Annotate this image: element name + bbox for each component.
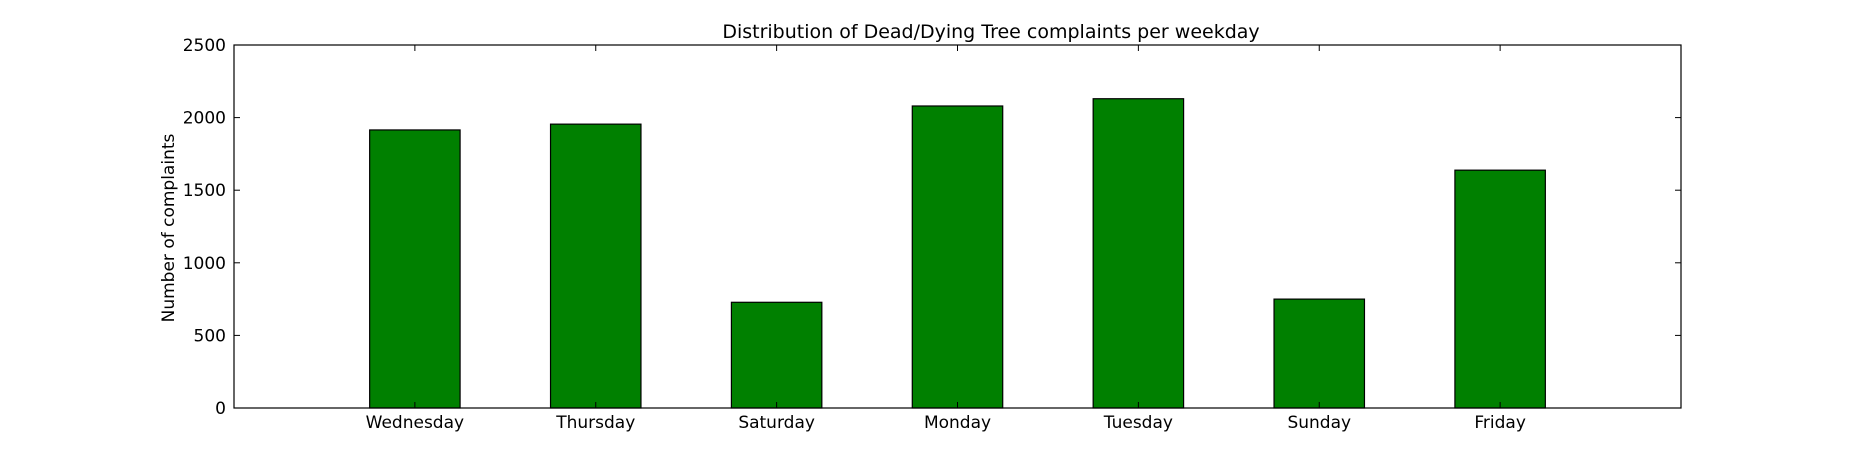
y-tick-label: 1500 [183,181,226,201]
x-tick-label: Sunday [1287,413,1351,433]
bar-saturday [730,301,823,409]
y-tick-label: 2000 [183,109,226,129]
x-tick-label: Tuesday [1103,413,1173,433]
x-tick-label: Friday [1474,413,1526,433]
y-axis-label: Number of complaints [159,133,179,322]
y-tick-label: 500 [194,326,226,346]
x-tick-label: Saturday [738,413,815,433]
bar-friday [1454,169,1546,409]
x-tick-label: Monday [924,413,991,433]
y-tick-label: 1000 [183,254,226,274]
x-tick-label: Wednesday [366,413,464,433]
bar-wednesday [369,129,461,409]
chart-title: Distribution of Dead/Dying Tree complain… [722,21,1259,43]
bar-monday [911,105,1004,409]
plot-area: 0 500 1000 1500 2000 2500 Wednesday Thursday Sat… [183,36,1682,433]
y-tick-label: 0 [215,399,226,419]
bar-thursday [549,123,642,409]
bar-sunday [1273,298,1366,409]
bar-tuesday [1092,98,1185,409]
y-tick-label: 2500 [183,36,226,56]
x-tick-label: Thursday [555,413,635,433]
